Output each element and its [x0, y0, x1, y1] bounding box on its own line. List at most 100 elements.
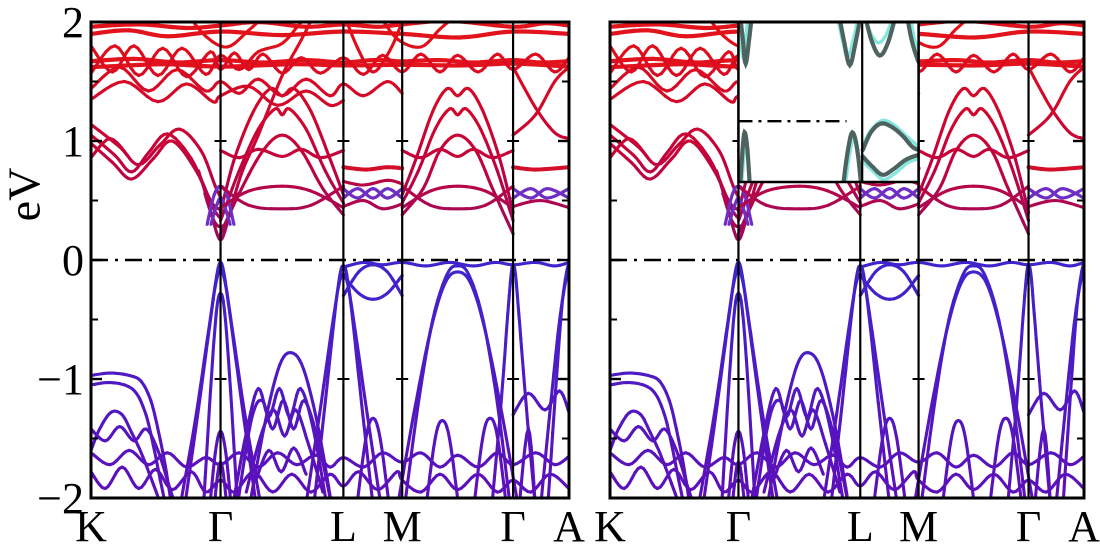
band [312, 459, 321, 481]
band [315, 477, 326, 490]
band [815, 358, 823, 372]
band [271, 453, 279, 468]
band [670, 442, 676, 458]
band [433, 294, 442, 314]
band [341, 56, 352, 64]
band [249, 405, 257, 423]
band [160, 62, 185, 67]
band [941, 487, 946, 498]
band [96, 70, 111, 83]
kpoint-label: Γ [1016, 502, 1041, 551]
band [304, 89, 317, 96]
band [705, 13, 710, 20]
band [492, 439, 500, 484]
band [943, 160, 953, 178]
band [229, 389, 235, 434]
band [257, 456, 266, 473]
band [247, 22, 258, 32]
band [144, 157, 155, 169]
band [824, 406, 832, 425]
band [237, 55, 246, 67]
inset-band [738, 128, 752, 182]
band [667, 398, 674, 411]
inset-band [738, 22, 754, 70]
band [963, 436, 971, 463]
band [499, 368, 506, 405]
band [218, 29, 243, 35]
band [944, 310, 954, 333]
band [212, 312, 218, 336]
band [234, 457, 243, 491]
band [475, 31, 498, 38]
band [175, 82, 189, 91]
band [838, 194, 854, 205]
band [1061, 476, 1067, 498]
band [404, 171, 413, 188]
band [377, 58, 386, 71]
band [698, 46, 710, 57]
band [322, 354, 330, 387]
kpoint-label: K [75, 502, 107, 551]
band [703, 82, 716, 90]
band [438, 34, 462, 40]
band [267, 57, 278, 70]
band [764, 203, 779, 210]
band [1046, 62, 1072, 68]
band [309, 109, 319, 128]
band [360, 436, 368, 463]
band [462, 476, 473, 488]
band [756, 475, 767, 488]
band [1032, 76, 1045, 96]
band [250, 133, 260, 151]
band [683, 502, 685, 510]
band [519, 445, 527, 485]
band [641, 149, 650, 160]
band [255, 485, 262, 498]
band [834, 477, 842, 494]
band [169, 53, 181, 71]
band [356, 487, 361, 498]
band [788, 394, 795, 412]
band [483, 329, 493, 358]
band [665, 143, 675, 155]
band [892, 483, 903, 492]
band [335, 284, 341, 299]
band [247, 203, 262, 210]
band [652, 85, 668, 98]
band [461, 62, 483, 68]
band [559, 292, 565, 310]
band [127, 71, 141, 87]
band [110, 79, 127, 87]
band [98, 28, 118, 35]
band [118, 50, 129, 67]
band [514, 281, 519, 298]
band [159, 473, 169, 486]
band [696, 145, 709, 161]
band [989, 487, 994, 498]
band [561, 394, 569, 407]
band [706, 419, 715, 456]
band [198, 358, 206, 392]
band [1076, 282, 1082, 296]
band [548, 394, 557, 407]
band [726, 358, 733, 393]
band [895, 436, 902, 463]
band [292, 446, 300, 456]
band [120, 465, 130, 475]
band [1046, 29, 1072, 36]
band [483, 189, 498, 198]
band [921, 181, 931, 197]
band [1060, 401, 1068, 442]
band [989, 294, 998, 314]
band [502, 337, 508, 372]
band [203, 191, 209, 203]
band [824, 13, 829, 17]
band [277, 386, 285, 398]
band [849, 295, 856, 314]
band [181, 30, 204, 38]
band [1070, 323, 1076, 350]
band [425, 109, 435, 128]
band [865, 295, 871, 314]
band [332, 295, 339, 314]
band [311, 427, 321, 458]
